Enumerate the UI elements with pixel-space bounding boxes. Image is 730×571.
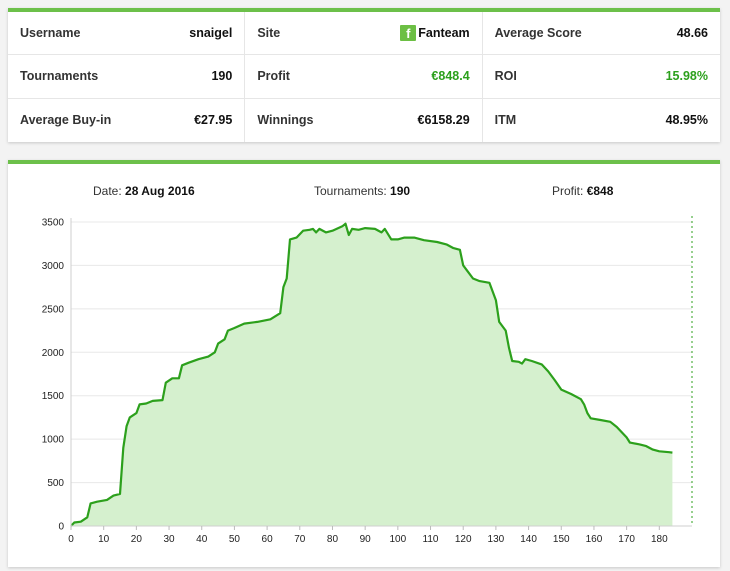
x-tick-label: 30 [163, 534, 175, 545]
stat-username: Username snaigel [8, 12, 246, 56]
x-tick-label: 140 [520, 534, 537, 545]
x-tick-label: 40 [196, 534, 208, 545]
stat-label: ITM [494, 113, 517, 128]
stat-value: 48.66 [676, 26, 708, 41]
stat-value: €27.95 [194, 113, 233, 128]
stat-value: €6158.29 [417, 113, 470, 128]
x-tick-label: 170 [618, 534, 635, 545]
profit-area-fill [71, 223, 673, 526]
x-tick-label: 80 [327, 534, 339, 545]
x-tick-label: 50 [229, 534, 241, 545]
chart-tooltip-header: Date: 28 Aug 2016 Tournaments: 190 Profi… [8, 184, 720, 200]
stat-value: €848.4 [431, 69, 470, 84]
stat-label: ROI [494, 69, 517, 84]
stat-label: Tournaments [20, 69, 99, 84]
stat-tournaments: Tournaments 190 [8, 55, 246, 99]
x-tick-label: 0 [68, 534, 74, 545]
stat-label: Average Buy-in [20, 113, 112, 128]
stat-profit: Profit €848.4 [245, 55, 483, 99]
x-tick-label: 180 [651, 534, 668, 545]
chart-tournaments: Tournaments: 190 [314, 184, 410, 198]
y-tick-label: 0 [58, 522, 64, 533]
x-tick-label: 130 [488, 534, 505, 545]
profit-series-line [70, 222, 673, 527]
stat-roi: ROI 15.98% [482, 55, 720, 99]
chart-date-label: Date: [93, 184, 122, 198]
y-tick-label: 3500 [42, 218, 65, 229]
stat-average-buy-in: Average Buy-in €27.95 [8, 98, 246, 142]
y-tick-label: 2500 [42, 304, 65, 315]
stat-label: Winnings [257, 113, 314, 128]
chart-tournaments-value: 190 [390, 184, 411, 198]
stat-itm: ITM 48.95% [483, 99, 720, 142]
x-tick-label: 10 [98, 534, 110, 545]
profit-chart-panel: Date: 28 Aug 2016 Tournaments: 190 Profi… [8, 160, 720, 567]
x-tick-label: 70 [294, 534, 306, 545]
x-tick-label: 90 [360, 534, 372, 545]
chart-date-value: 28 Aug 2016 [125, 184, 195, 198]
y-tick-label: 500 [47, 478, 64, 489]
stat-label: Average Score [494, 26, 582, 41]
stats-panel: Username snaigel Site f Fanteam Average … [8, 8, 720, 142]
stat-value: 48.95% [665, 113, 708, 128]
x-tick-label: 110 [423, 534, 439, 545]
y-tick-label: 3000 [42, 261, 65, 272]
x-tick-label: 60 [262, 534, 274, 545]
x-tick-label: 20 [131, 534, 143, 545]
stat-label: Site [257, 26, 281, 41]
stat-value: 15.98% [665, 69, 708, 84]
y-tick-label: 2000 [42, 348, 65, 359]
x-tick-label: 120 [455, 534, 472, 545]
stat-value: 190 [211, 69, 233, 84]
x-tick-label: 100 [389, 534, 406, 545]
site-name: Fanteam [418, 26, 470, 41]
chart-date: Date: 28 Aug 2016 [93, 184, 195, 198]
profit-area-chart[interactable]: 0 500 1000 1500 2000 2500 3000 3500 0 10 20 30 40 50 6… [8, 164, 720, 567]
stat-site: Site f Fanteam [245, 12, 483, 56]
stat-value: f Fanteam [400, 25, 470, 42]
chart-profit-value: €848 [586, 184, 614, 198]
chart-profit: Profit: €848 [552, 184, 613, 198]
x-tick-label: 160 [586, 534, 603, 545]
stat-label: Profit [257, 69, 290, 84]
x-tick-label: 150 [553, 534, 570, 545]
y-tick-label: 1500 [42, 391, 65, 402]
stat-winnings: Winnings €6158.29 [245, 98, 483, 142]
chart-profit-label: Profit: [552, 184, 584, 198]
stat-label: Username [20, 26, 81, 41]
chart-tournaments-label: Tournaments: [314, 184, 387, 198]
stat-average-score: Average Score 48.66 [482, 12, 720, 56]
stat-value: snaigel [189, 26, 233, 41]
facebook-f-icon: f [400, 25, 417, 42]
y-tick-label: 1000 [42, 435, 65, 446]
